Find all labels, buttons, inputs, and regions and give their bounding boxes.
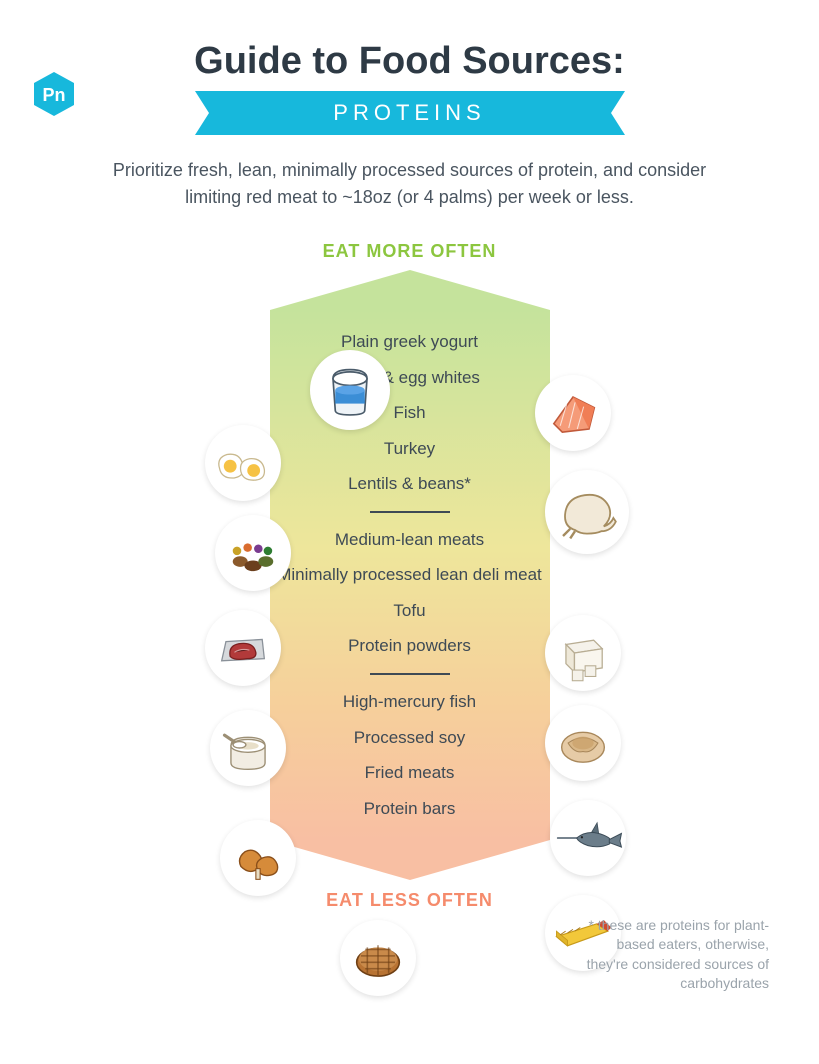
- food-item: Minimally processed lean deli meat: [271, 562, 548, 587]
- food-item: Turkey: [378, 436, 441, 461]
- patty-icon: [340, 920, 416, 996]
- svg-text:Pn: Pn: [42, 85, 65, 105]
- salmon-icon: [535, 375, 611, 451]
- arrow-head-bottom: [270, 840, 550, 880]
- yogurt-icon: [310, 350, 390, 430]
- page-title: Guide to Food Sources:: [0, 40, 819, 83]
- hexagon-logo-icon: Pn: [30, 70, 78, 118]
- fried-icon: [220, 820, 296, 896]
- food-item: Medium-lean meats: [329, 527, 490, 552]
- subtitle-text: PROTEINS: [333, 100, 485, 126]
- eat-more-label: EAT MORE OFTEN: [0, 241, 819, 262]
- food-item: Lentils & beans*: [342, 471, 477, 496]
- food-item: Fish: [387, 400, 431, 425]
- turkey-icon: [545, 470, 629, 554]
- eat-less-label: EAT LESS OFTEN: [0, 890, 819, 911]
- subtitle-banner: PROTEINS: [195, 91, 625, 135]
- meat-icon: [205, 610, 281, 686]
- eggs-icon: [205, 425, 281, 501]
- legumes-icon: [215, 515, 291, 591]
- food-item: High-mercury fish: [337, 689, 482, 714]
- description-text: Prioritize fresh, lean, minimally proces…: [105, 157, 715, 211]
- section-divider: [370, 673, 450, 675]
- tofu-icon: [545, 615, 621, 691]
- food-item: Processed soy: [348, 725, 472, 750]
- pn-logo: Pn: [30, 70, 78, 118]
- arrow-container: Plain greek yogurt Eggs & egg whites Fis…: [270, 270, 550, 880]
- section-divider: [370, 511, 450, 513]
- powder-icon: [210, 710, 286, 786]
- footnote-text: * these are proteins for plant-based eat…: [579, 916, 769, 994]
- food-item: Fried meats: [359, 760, 461, 785]
- food-item: Protein powders: [342, 633, 477, 658]
- food-item: Tofu: [387, 598, 431, 623]
- swordfish-icon: [550, 800, 626, 876]
- arrow-head-top: [270, 270, 550, 310]
- food-item: Protein bars: [358, 796, 462, 821]
- deli-icon: [545, 705, 621, 781]
